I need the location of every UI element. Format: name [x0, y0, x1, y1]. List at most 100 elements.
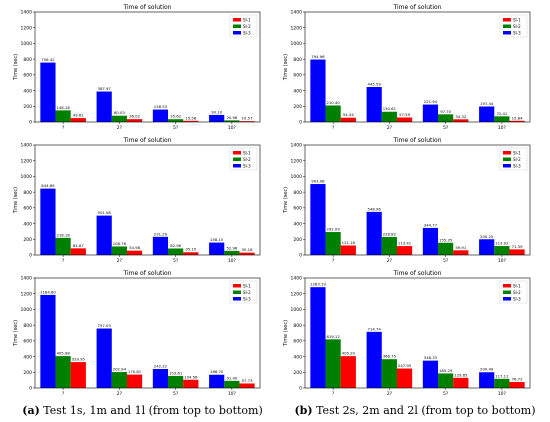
- data-label: 113.41: [398, 241, 412, 246]
- data-label: 200.25: [480, 234, 494, 239]
- y-axis-label: Time (sec): [283, 320, 289, 347]
- data-label: 34.32: [455, 114, 466, 119]
- bar-si-3: [209, 114, 225, 122]
- data-label: 90.10: [211, 109, 222, 114]
- y-tick-label: 1200: [21, 158, 33, 164]
- y-tick-label: 800: [23, 323, 32, 329]
- y-tick-label: 400: [293, 354, 302, 360]
- data-label: 501.58: [98, 210, 112, 215]
- data-label: 97.70: [440, 109, 451, 114]
- bar-si-3: [479, 372, 495, 388]
- bar-si-3: [152, 109, 169, 122]
- plot-frame: [34, 144, 261, 256]
- chart-panel-5: Time of solution Time (sec) 0 200 400 600 800 1…: [13, 270, 261, 397]
- y-tick-label: 0: [299, 120, 302, 126]
- bar-si-1: [453, 377, 469, 388]
- bar-si-3: [40, 294, 56, 388]
- caption-a-tag: (a): [22, 404, 40, 417]
- bar-si-1: [453, 250, 469, 255]
- x-tick-label: ?: [332, 258, 335, 264]
- x-tick-label: 2?: [387, 258, 393, 264]
- y-tick-label: 800: [293, 323, 302, 329]
- legend-label: SI-2: [243, 24, 251, 29]
- plot-frame: [34, 277, 261, 389]
- legend: SI-1 SI-2SI-3: [229, 14, 258, 38]
- chart-title: Time of solution: [122, 270, 171, 277]
- legend-swatch: [233, 31, 241, 35]
- y-tick-label: 1000: [21, 174, 33, 180]
- legend-swatch: [233, 290, 241, 294]
- bar-si-1: [70, 362, 86, 388]
- legend: SI-1 SI-2SI-3: [229, 280, 258, 304]
- bar-si-2: [438, 242, 454, 255]
- legend-swatch: [503, 24, 511, 28]
- y-tick-label: 0: [29, 120, 32, 126]
- data-label: 242.22: [154, 363, 168, 368]
- legend-label: SI-1: [513, 283, 521, 288]
- y-tick-label: 400: [293, 221, 302, 227]
- data-label: 82.98: [170, 243, 181, 248]
- legend-swatch: [233, 151, 241, 155]
- y-tick-label: 1200: [291, 291, 303, 297]
- data-label: 405.20: [342, 351, 356, 356]
- caption-a: (a) Test 1s, 1m and 1l (from top to bott…: [20, 404, 265, 417]
- y-tick-label: 1000: [21, 41, 33, 47]
- bar-si-1: [126, 250, 143, 255]
- legend: SI-1 SI-2SI-3: [499, 14, 528, 38]
- bar-si-2: [111, 372, 127, 388]
- bar-si-3: [96, 91, 112, 122]
- x-tick-label: 10?: [228, 125, 237, 131]
- legend-label: SI-2: [513, 157, 521, 162]
- y-tick-label: 600: [293, 206, 302, 212]
- data-label: 757.03: [98, 323, 112, 328]
- x-tick-label: 10?: [228, 391, 237, 397]
- legend-label: SI-3: [243, 30, 251, 35]
- legend-swatch: [233, 18, 241, 22]
- bar-si-3: [366, 86, 382, 122]
- legend-label: SI-2: [513, 24, 521, 29]
- bar-si-1: [126, 119, 143, 122]
- data-label: 366.75: [383, 354, 397, 359]
- data-label: 129.65: [454, 372, 468, 377]
- bar-si-1: [340, 117, 356, 122]
- data-label: 445.59: [368, 81, 382, 86]
- bar-si-2: [111, 246, 127, 255]
- bar-si-2: [224, 120, 240, 122]
- bar-si-2: [55, 356, 71, 388]
- data-label: 15.58: [185, 115, 196, 120]
- y-axis-label: Time (sec): [13, 320, 19, 347]
- legend-label: SI-1: [513, 17, 521, 22]
- bar-si-2: [438, 114, 454, 122]
- legend-swatch: [503, 157, 511, 161]
- bar-si-3: [422, 104, 439, 122]
- bar-si-3: [310, 184, 326, 255]
- y-tick-label: 400: [23, 88, 32, 94]
- data-label: 104.58: [184, 374, 198, 379]
- y-tick-label: 200: [293, 370, 302, 376]
- data-label: 903.08: [311, 179, 325, 184]
- data-label: 218.18: [56, 232, 70, 237]
- legend: SI-1 SI-2SI-3: [499, 280, 528, 304]
- y-tick-label: 200: [293, 104, 302, 110]
- y-tick-label: 1400: [291, 143, 303, 149]
- data-label: 10.57: [242, 116, 253, 121]
- x-tick-label: 2?: [117, 258, 123, 264]
- bar-si-1: [509, 381, 525, 388]
- legend-swatch: [233, 24, 241, 28]
- y-tick-label: 200: [23, 104, 32, 110]
- data-label: 200.49: [480, 367, 494, 372]
- data-label: 155.35: [439, 237, 453, 242]
- bar-si-3: [310, 59, 326, 122]
- data-label: 202.94: [113, 367, 127, 372]
- bar-si-1: [396, 368, 413, 388]
- data-label: 54.44: [343, 112, 354, 117]
- y-tick-label: 800: [23, 190, 32, 196]
- bar-si-3: [479, 106, 495, 122]
- bar-si-1: [183, 252, 199, 255]
- chart-panel-1: Time of solution Time (sec) 0 200 400 600 800 1…: [13, 4, 261, 131]
- x-tick-label: 10?: [498, 258, 507, 264]
- y-tick-label: 0: [299, 386, 302, 392]
- x-tick-label: ?: [332, 391, 335, 397]
- data-label: 548.96: [368, 206, 382, 211]
